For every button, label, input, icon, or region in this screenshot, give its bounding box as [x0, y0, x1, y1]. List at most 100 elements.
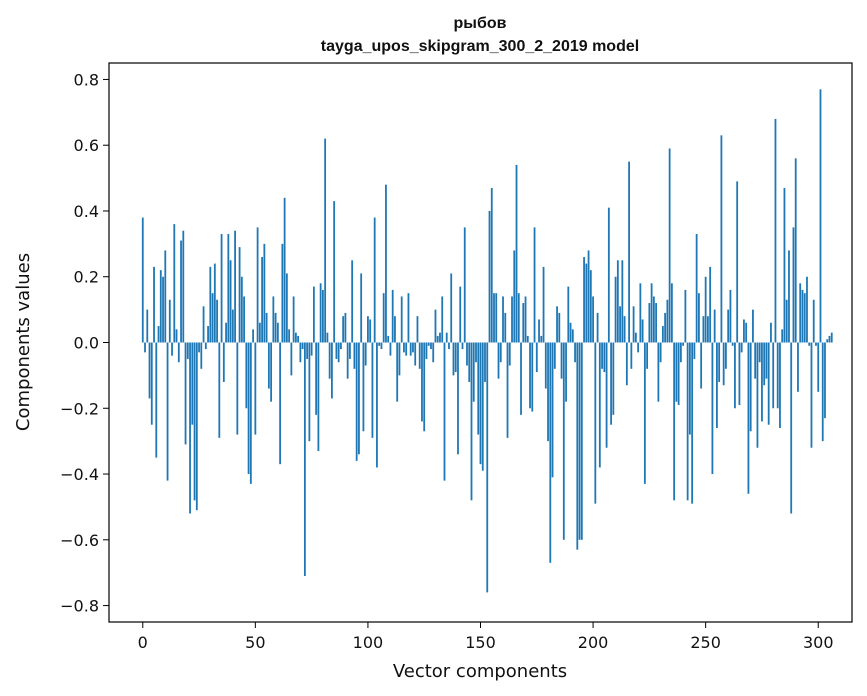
- bar: [648, 303, 651, 343]
- bar: [524, 296, 527, 343]
- bar: [675, 342, 678, 402]
- bar: [495, 293, 498, 343]
- bar: [596, 312, 599, 343]
- bar: [452, 342, 455, 376]
- bar: [294, 332, 297, 343]
- bar: [315, 342, 318, 415]
- bar: [283, 197, 286, 343]
- bar: [189, 342, 191, 514]
- bar: [472, 342, 475, 402]
- bar: [819, 89, 822, 343]
- bar: [704, 276, 707, 343]
- bar: [538, 319, 540, 343]
- bar: [810, 342, 813, 448]
- bar: [303, 342, 306, 576]
- bar: [745, 322, 748, 343]
- bar: [182, 230, 185, 343]
- bar: [258, 322, 261, 343]
- bars-group: [141, 89, 833, 593]
- bar: [688, 342, 691, 435]
- y-axis-label: Components values: [13, 253, 34, 431]
- bar: [560, 342, 563, 379]
- x-tick-label: 0: [138, 633, 148, 652]
- bar: [200, 342, 203, 369]
- bar: [601, 342, 603, 369]
- bar: [153, 266, 155, 343]
- bar: [661, 326, 664, 343]
- bar: [245, 342, 248, 409]
- bar: [502, 296, 504, 343]
- bar: [734, 342, 736, 409]
- bar: [664, 312, 667, 343]
- bar: [400, 296, 403, 343]
- bar: [605, 342, 608, 448]
- bar: [213, 263, 216, 343]
- bar: [821, 342, 824, 442]
- bar: [265, 312, 268, 343]
- y-tick-label: 0.8: [74, 70, 99, 89]
- bar: [659, 342, 662, 363]
- bar: [499, 342, 502, 363]
- bar: [657, 342, 660, 402]
- bar: [427, 342, 430, 346]
- bar: [484, 342, 486, 382]
- bar: [204, 342, 207, 350]
- bar: [166, 342, 169, 481]
- bar: [682, 342, 685, 346]
- bar: [711, 342, 714, 475]
- bar: [380, 342, 383, 350]
- bar: [547, 342, 549, 442]
- bar: [641, 319, 644, 343]
- y-axis-ticks: 0.8 0.6 0.4 0.2 0.0 −0.2 −0.4 −0.6 −0.8: [60, 70, 109, 616]
- bar: [439, 332, 441, 343]
- bar: [396, 342, 399, 402]
- bar: [450, 273, 453, 343]
- bar: [695, 233, 698, 343]
- bar: [589, 270, 592, 343]
- bar: [562, 342, 565, 540]
- bar: [790, 342, 793, 514]
- bar: [148, 342, 151, 399]
- bar: [193, 342, 196, 501]
- bar: [707, 316, 709, 343]
- bar: [373, 217, 376, 343]
- bar: [729, 289, 732, 343]
- bar: [788, 250, 790, 343]
- bar: [533, 227, 536, 343]
- bar: [376, 342, 378, 468]
- bar: [763, 342, 766, 386]
- bar: [639, 283, 642, 343]
- bar: [445, 332, 448, 343]
- bar: [267, 342, 270, 389]
- bar: [481, 342, 484, 471]
- bar: [529, 342, 531, 409]
- bar: [698, 293, 700, 343]
- bar: [261, 257, 263, 343]
- bar: [520, 342, 522, 415]
- bar: [448, 342, 450, 350]
- bar: [231, 309, 234, 343]
- bar: [306, 342, 309, 359]
- bar: [285, 273, 288, 343]
- bar: [803, 293, 806, 343]
- bar: [457, 342, 459, 455]
- bar: [211, 293, 214, 343]
- bar: [263, 243, 266, 343]
- bar: [301, 342, 304, 350]
- bar: [727, 309, 730, 343]
- bar: [709, 266, 712, 343]
- bar: [779, 342, 781, 428]
- bar: [794, 158, 797, 343]
- bar: [594, 342, 597, 504]
- bar: [238, 247, 241, 343]
- bar: [209, 266, 212, 343]
- bar: [686, 342, 689, 501]
- bar: [634, 332, 637, 343]
- bar: [414, 342, 417, 366]
- bar: [522, 303, 525, 343]
- bar: [470, 342, 473, 501]
- bar: [310, 342, 313, 356]
- bar: [335, 342, 338, 359]
- bar: [252, 329, 254, 343]
- bar: [666, 299, 669, 343]
